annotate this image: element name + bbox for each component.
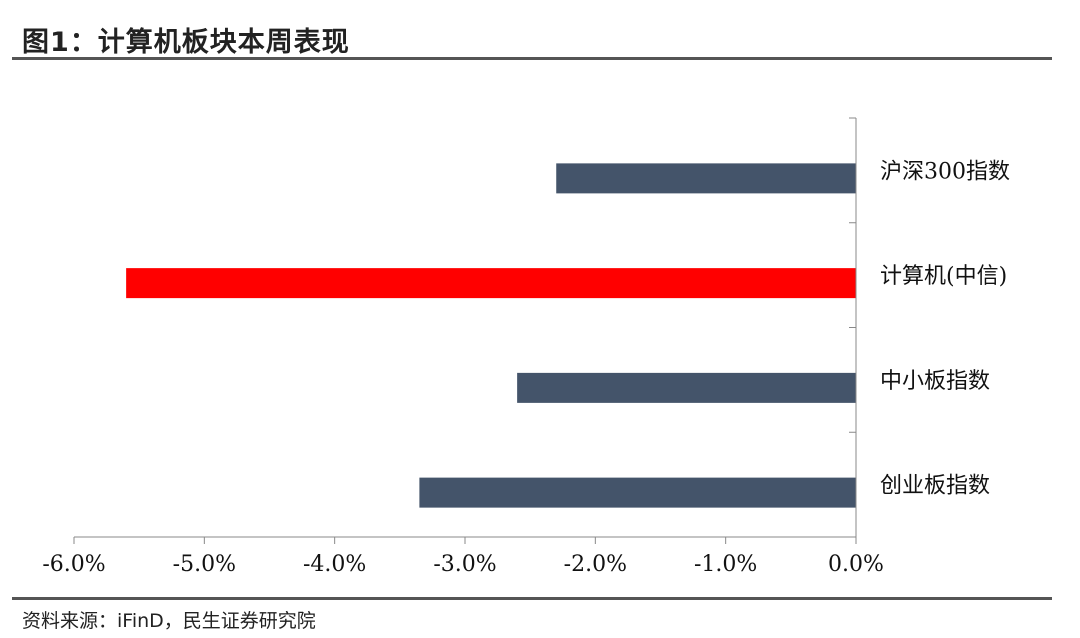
bar-4 <box>419 477 856 508</box>
chart-title: 图1：计算机板块本周表现 <box>22 27 350 58</box>
source-note: 资料来源：iFinD，民生证券研究院 <box>22 610 316 632</box>
bar-1 <box>556 163 856 194</box>
bar-2 <box>126 268 857 299</box>
category-label-3: 中小板指数 <box>880 369 990 394</box>
value-tick-label-0: -6.0% <box>42 552 105 577</box>
value-tick-label-2: -4.0% <box>303 552 366 577</box>
title-divider <box>12 57 1052 60</box>
category-label-4: 创业板指数 <box>880 474 990 499</box>
value-tick-label-6: 0.0% <box>828 552 884 577</box>
bar-3 <box>517 372 856 403</box>
footer-divider <box>12 597 1052 600</box>
value-tick-label-5: -1.0% <box>694 552 757 577</box>
value-tick-label-4: -2.0% <box>564 552 627 577</box>
category-label-2: 计算机(中信) <box>880 264 1007 289</box>
value-tick-label-3: -3.0% <box>433 552 496 577</box>
value-tick-label-1: -5.0% <box>173 552 236 577</box>
category-label-1: 沪深300指数 <box>880 159 1010 184</box>
